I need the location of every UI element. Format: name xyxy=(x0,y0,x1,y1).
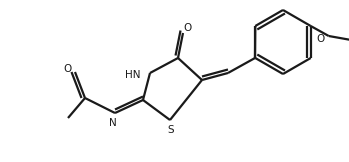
Text: O: O xyxy=(317,34,325,44)
Text: S: S xyxy=(168,125,174,135)
Text: N: N xyxy=(109,118,117,128)
Text: O: O xyxy=(64,64,72,74)
Text: HN: HN xyxy=(125,70,140,80)
Text: O: O xyxy=(184,23,192,33)
